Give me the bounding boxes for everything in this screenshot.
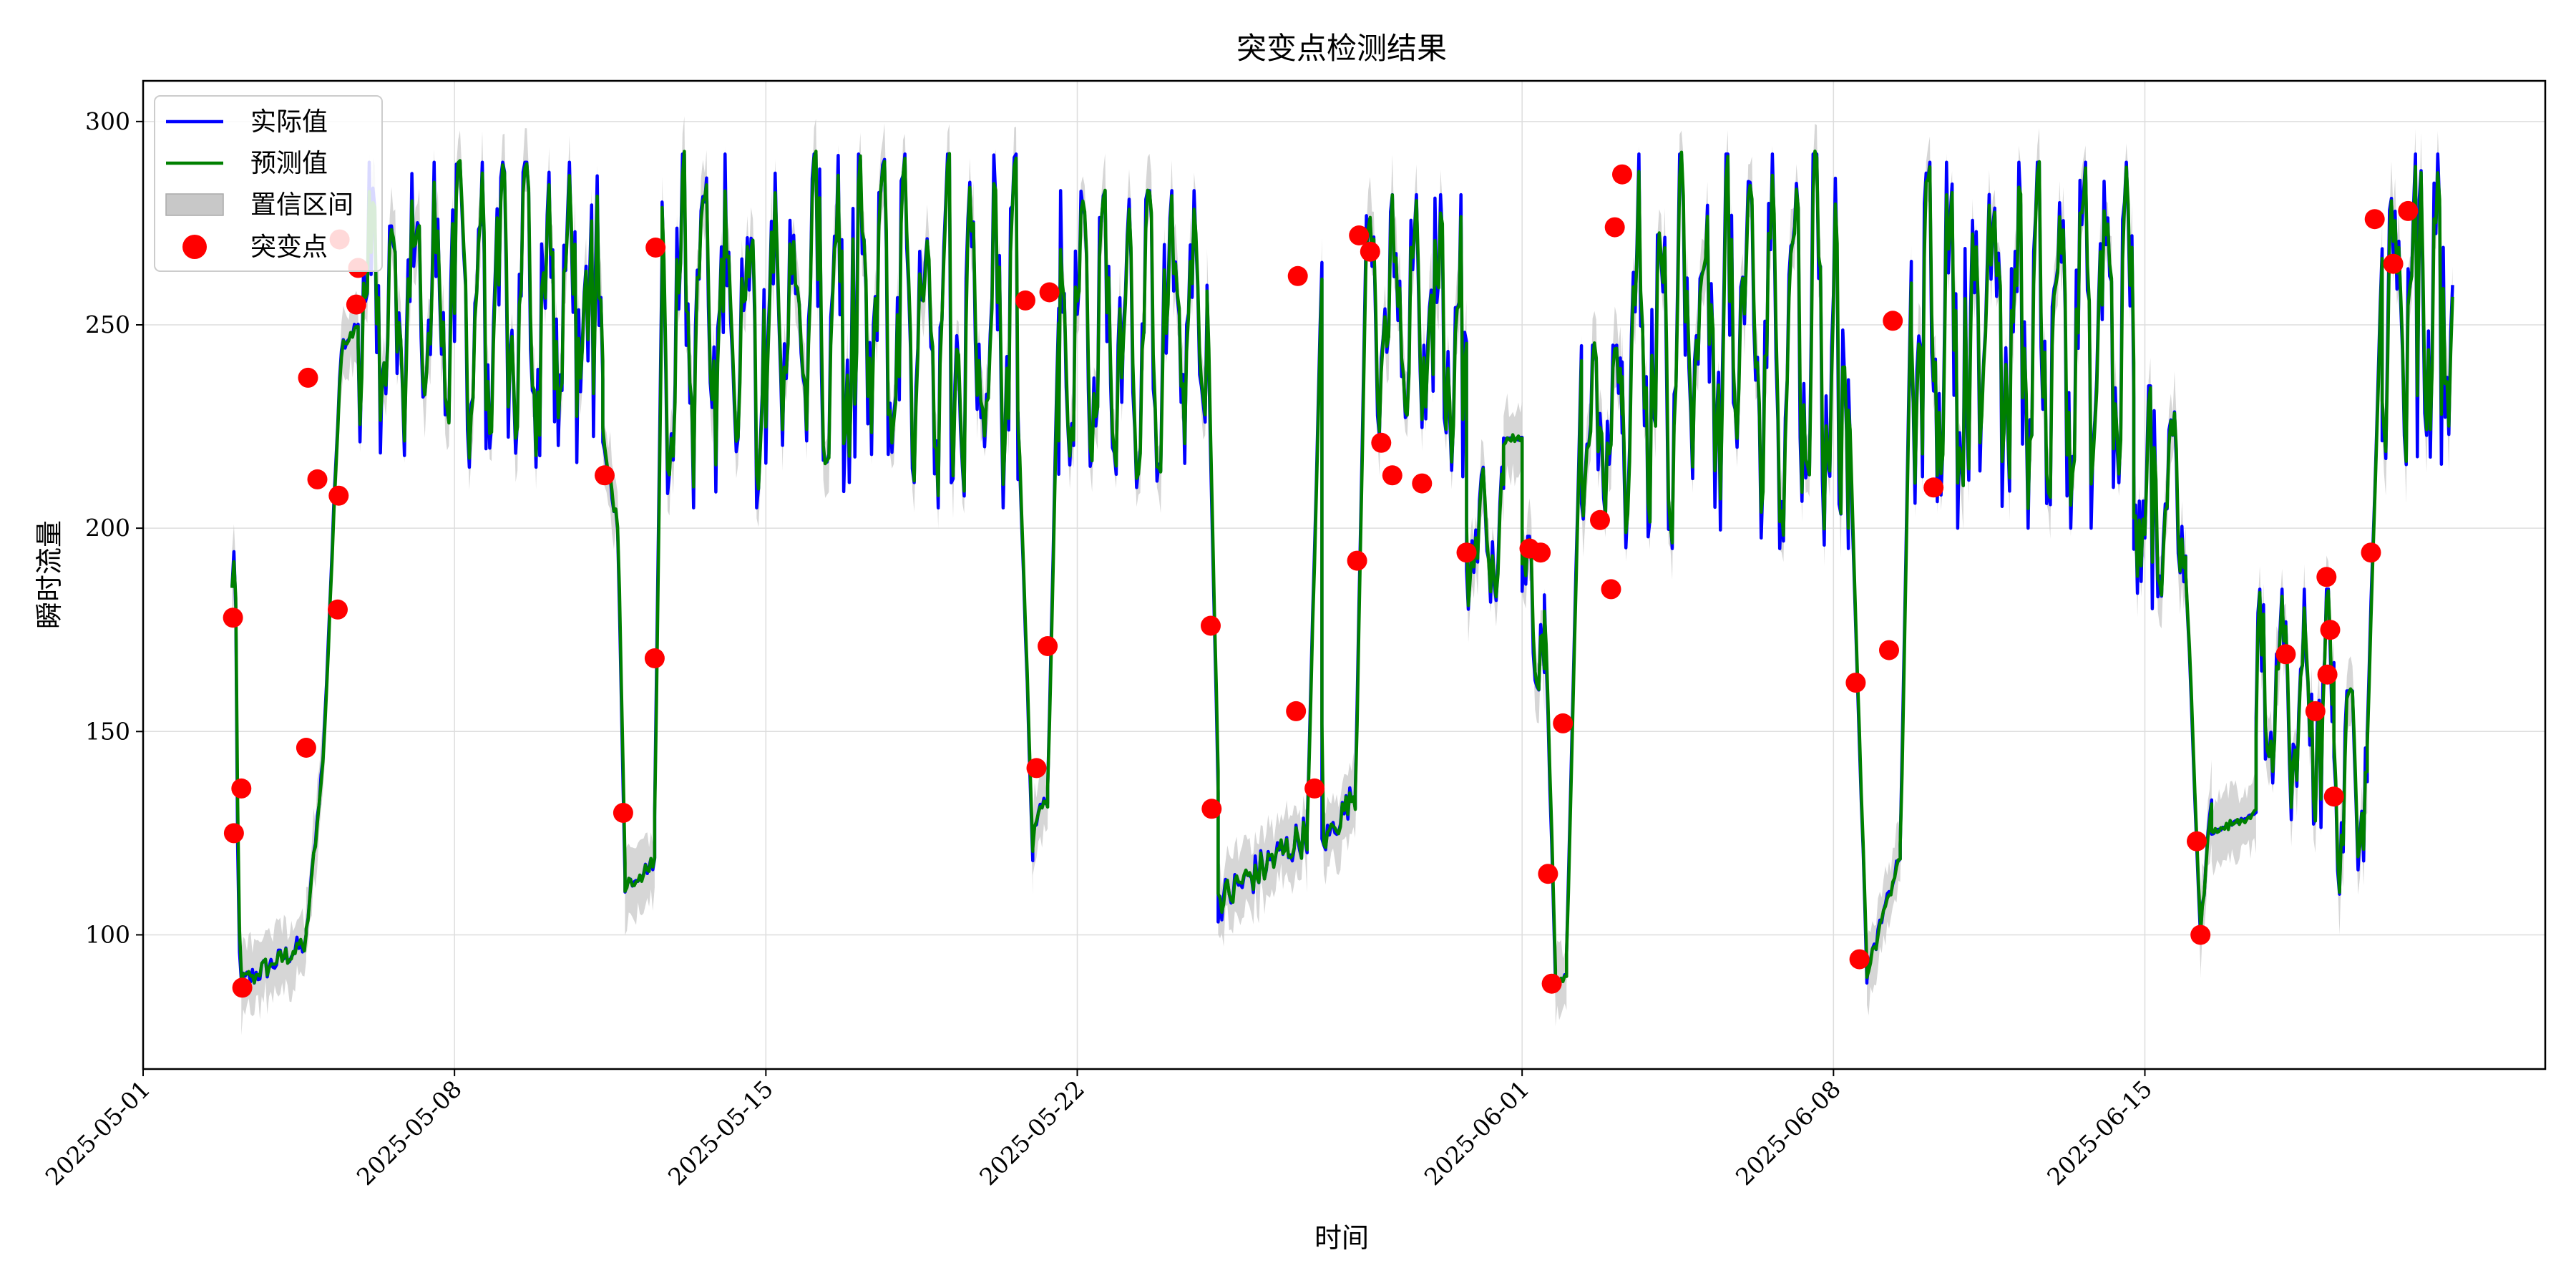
y-axis-ticks: 100 150 200 250 300 [85, 107, 143, 948]
changepoint-marker [613, 803, 633, 823]
changepoint-marker [2361, 542, 2381, 563]
changepoint-marker [1287, 265, 1308, 286]
changepoint-marker [1304, 778, 1325, 799]
changepoint-marker [2275, 644, 2296, 665]
changepoint-marker [2383, 253, 2404, 274]
changepoint-marker [1845, 673, 1866, 693]
changepoint-marker [1286, 701, 1307, 721]
y-tick-label: 300 [85, 107, 130, 135]
changepoint-marker [1360, 241, 1380, 262]
changepoint-marker [1538, 864, 1558, 884]
changepoint-marker [644, 648, 665, 668]
changepoint-marker [1541, 973, 1562, 994]
chart-title: 突变点检测结果 [1236, 31, 1447, 66]
changepoint-marker [2305, 701, 2326, 721]
changepoint-marker [2364, 209, 2385, 230]
changepoint-marker [1849, 949, 1870, 970]
changepoint-marker [1553, 713, 1574, 733]
y-tick-label: 150 [85, 717, 130, 745]
changepoint-marker [1039, 282, 1060, 303]
changepoint-marker [1026, 758, 1047, 779]
legend-predicted-label: 预测值 [250, 149, 328, 178]
plot-frame [142, 79, 2547, 1070]
changepoint-marker [1612, 164, 1632, 185]
legend: 实际值 预测值 置信区间 突变点 [154, 95, 383, 272]
changepoint-marker [1201, 615, 1221, 636]
changepoint-marker [232, 977, 253, 998]
changepoint-marker [231, 778, 252, 799]
changepoint-marker [1015, 290, 1035, 311]
changepoint-marker [1347, 550, 1367, 571]
changepoint-marker [1456, 542, 1477, 563]
changepoint-marker [1879, 640, 1899, 660]
changepoint-marker [1349, 225, 1370, 245]
predicted-series-line [230, 150, 2454, 995]
changepoint-marker [328, 599, 348, 620]
changepoint-marker [1201, 799, 1222, 819]
changepoint-marker [1412, 473, 1433, 494]
legend-band-label: 置信区间 [250, 190, 353, 220]
series-lines [230, 150, 2454, 995]
changepoint-marker [2190, 924, 2211, 945]
changepoint-marker [645, 238, 666, 258]
y-tick-label: 100 [85, 920, 130, 948]
changepoint-marker [328, 485, 349, 506]
changepoint-marker [2316, 567, 2337, 587]
changepoint-marker [307, 469, 328, 489]
changepoint-marker [1038, 636, 1058, 656]
changepoint-marker [298, 367, 318, 388]
changepoint-marker [1382, 465, 1402, 486]
legend-band-swatch [165, 193, 224, 216]
changepoint-markers [223, 164, 2419, 998]
legend-changepoint-swatch [182, 235, 207, 259]
changepoint-marker [2320, 620, 2341, 640]
changepoint-marker [1371, 432, 1392, 453]
changepoint-marker [223, 608, 243, 628]
changepoint-marker [2398, 200, 2419, 221]
legend-actual-label: 实际值 [250, 107, 328, 137]
x-axis-label: 时间 [1314, 1222, 1369, 1254]
legend-box [154, 95, 383, 272]
changepoint-marker [223, 823, 244, 844]
changepoint-marker [2187, 831, 2207, 852]
changepoint-marker [346, 294, 366, 315]
changepoint-marker [296, 738, 316, 758]
changepoint-marker [1883, 311, 1903, 331]
changepoint-marker [2323, 786, 2344, 807]
changepoint-marker [1601, 579, 1621, 600]
changepoint-marker [595, 465, 615, 486]
y-tick-label: 250 [85, 311, 130, 338]
changepoint-marker [2317, 664, 2338, 685]
y-tick-label: 200 [85, 514, 130, 542]
changepoint-marker [1531, 542, 1551, 563]
legend-changepoint-label: 突变点 [250, 233, 328, 262]
y-axis-label: 瞬时流量 [34, 520, 65, 629]
changepoint-marker [1604, 217, 1625, 238]
changepoint-marker [1590, 509, 1610, 530]
changepoint-marker [1923, 477, 1944, 498]
